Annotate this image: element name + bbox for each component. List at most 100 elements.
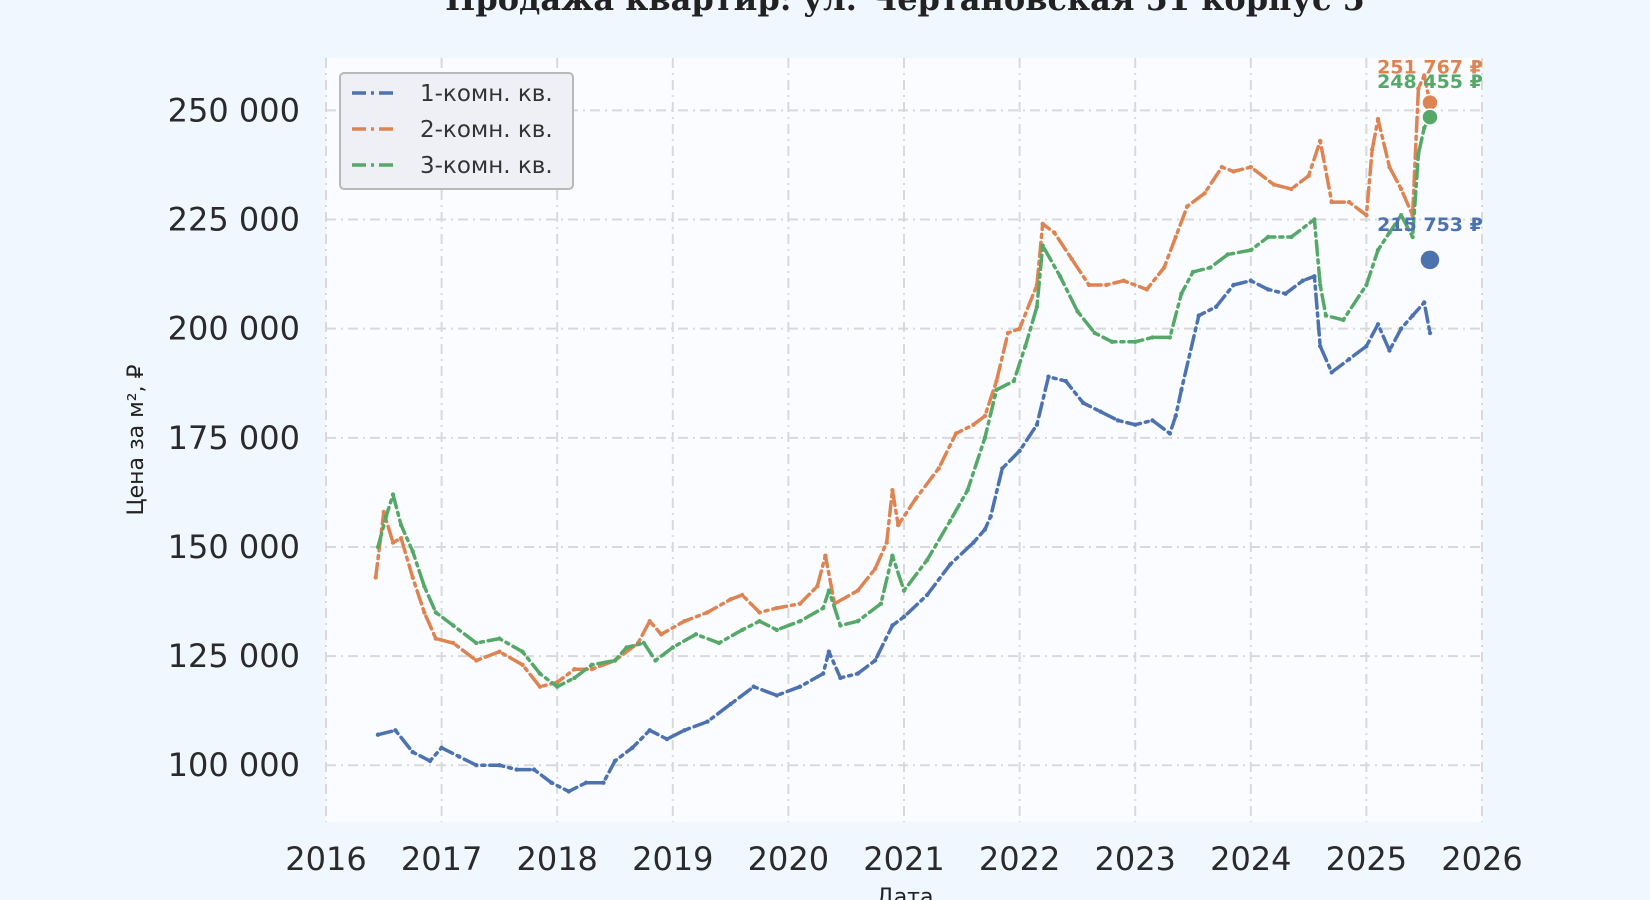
data-point — [1271, 182, 1277, 187]
data-point — [537, 671, 543, 676]
data-point — [878, 601, 884, 606]
data-point — [1005, 330, 1011, 336]
data-point — [1081, 400, 1086, 406]
end-value-label: 215 753 ₽ — [1377, 214, 1483, 236]
data-point — [1248, 247, 1254, 253]
data-point — [1289, 234, 1294, 240]
x-tick-label: 2016 — [285, 840, 366, 878]
data-point — [497, 649, 502, 654]
data-point — [728, 701, 733, 707]
x-tick-label: 2026 — [1441, 840, 1522, 878]
data-point — [820, 605, 826, 611]
data-point — [1387, 164, 1392, 170]
data-point — [514, 767, 519, 772]
data-point — [1231, 169, 1236, 174]
data-point — [757, 610, 762, 615]
data-point — [1208, 265, 1213, 270]
data-point — [1422, 300, 1427, 305]
data-point — [1318, 343, 1323, 349]
data-point — [855, 619, 860, 624]
data-point — [375, 544, 381, 550]
y-tick-label: 175 000 — [168, 419, 300, 457]
data-point — [520, 662, 525, 667]
data-point — [1398, 213, 1404, 218]
data-point — [740, 592, 745, 598]
data-point — [1167, 335, 1173, 340]
data-point — [1323, 313, 1329, 318]
data-point — [451, 623, 456, 628]
data-point — [1133, 339, 1138, 344]
data-point — [1213, 304, 1219, 309]
y-tick-label: 225 000 — [168, 201, 300, 239]
data-point — [901, 588, 907, 593]
data-point — [1023, 343, 1028, 349]
data-point — [1410, 313, 1415, 318]
data-point — [1167, 431, 1173, 436]
data-point — [381, 509, 386, 515]
data-point — [433, 636, 438, 641]
data-point — [682, 728, 687, 733]
data-point — [1341, 317, 1346, 323]
data-point — [1185, 204, 1190, 209]
data-point — [1329, 370, 1334, 375]
data-point — [390, 540, 396, 545]
legend-box — [339, 72, 574, 190]
data-point — [572, 667, 577, 672]
data-point — [838, 623, 843, 628]
data-point — [693, 632, 699, 637]
data-point — [1034, 422, 1040, 427]
data-point — [948, 562, 953, 567]
data-point — [826, 588, 832, 593]
data-point — [1289, 186, 1294, 192]
data-point — [1121, 278, 1126, 283]
data-point — [896, 522, 901, 528]
data-point — [1017, 448, 1022, 454]
data-point — [1364, 343, 1369, 349]
data-point — [1265, 234, 1271, 240]
end-marker — [1421, 108, 1439, 126]
data-point — [1040, 221, 1045, 227]
data-point — [826, 649, 832, 654]
data-point — [410, 575, 415, 580]
legend-label: 3-комн. кв. — [420, 153, 553, 179]
data-point — [838, 675, 843, 681]
x-tick-label: 2025 — [1326, 840, 1407, 878]
data-point — [624, 645, 629, 650]
data-point — [1231, 282, 1236, 288]
series-line-3 — [376, 115, 1432, 689]
data-point — [994, 387, 999, 392]
data-point — [1248, 164, 1254, 170]
data-point — [682, 619, 687, 624]
data-point — [1346, 199, 1352, 205]
data-point — [549, 780, 554, 785]
data-point — [474, 763, 479, 768]
data-point — [890, 623, 895, 628]
data-point — [1416, 86, 1421, 91]
data-point — [982, 527, 988, 532]
data-point — [1133, 422, 1138, 427]
data-point — [1173, 234, 1178, 240]
data-point — [890, 553, 895, 558]
data-point — [375, 732, 381, 737]
x-tick-label: 2023 — [1094, 840, 1175, 878]
data-point — [410, 549, 415, 554]
data-point — [982, 413, 988, 419]
data-point — [1115, 418, 1121, 423]
legend: 1-комн. кв. 2-комн. кв. 3-комн. кв. — [339, 72, 574, 190]
data-point — [971, 422, 976, 427]
data-point — [1086, 282, 1092, 288]
series-lines — [373, 73, 1433, 794]
data-point — [653, 658, 658, 663]
data-point — [451, 640, 456, 646]
y-tick-label: 100 000 — [168, 746, 300, 784]
data-point — [872, 566, 878, 571]
data-point — [1179, 291, 1184, 296]
data-point — [1069, 256, 1074, 261]
data-point — [1202, 191, 1207, 196]
grid-lines — [325, 58, 1483, 822]
data-point — [589, 662, 595, 667]
data-point — [751, 684, 756, 689]
data-point — [890, 488, 895, 493]
data-point — [566, 789, 571, 794]
